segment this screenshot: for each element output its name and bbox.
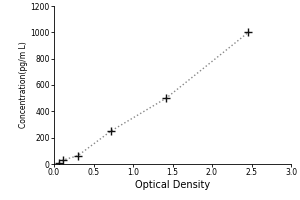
Y-axis label: Concentration(pg/m L): Concentration(pg/m L) — [19, 42, 28, 128]
Point — [75, 154, 80, 157]
Point — [61, 158, 66, 161]
Point — [164, 97, 169, 100]
Point — [109, 129, 113, 133]
Point — [56, 161, 61, 164]
X-axis label: Optical Density: Optical Density — [135, 180, 210, 190]
Point — [246, 31, 251, 34]
